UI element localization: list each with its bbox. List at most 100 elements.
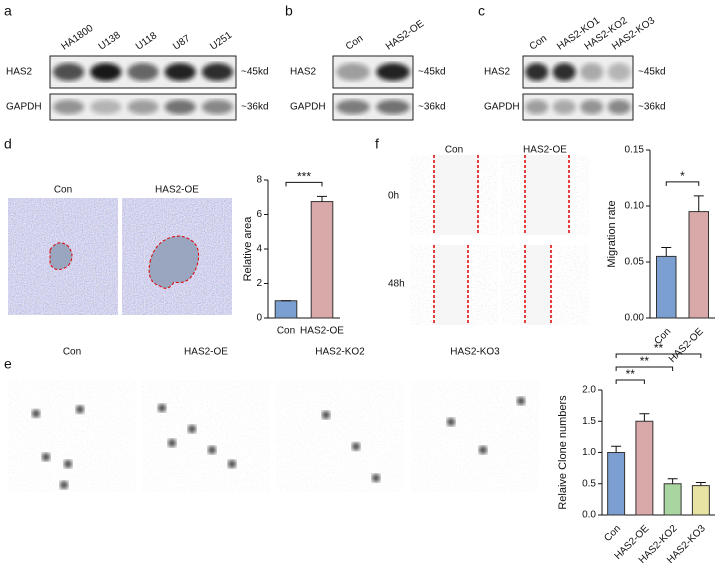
colony [64,460,72,468]
scratch [434,245,468,325]
panel-label: a [4,3,12,19]
micrograph [411,380,539,492]
y-tick-label: 0.15 [625,145,645,156]
wash [276,380,404,492]
colony [188,425,196,433]
y-tick-label: 0.05 [625,257,645,268]
error-bar [695,482,706,486]
lane-label: HA1800 [60,23,96,53]
colony [42,453,50,461]
wash [142,380,270,492]
band [52,63,85,81]
size-label: ~45kd [638,67,666,78]
band [336,63,370,81]
row-label: 48h [388,279,405,290]
image-caption: HAS2-KO3 [450,347,500,358]
y-tick-label: 0 [256,313,262,324]
band [607,63,631,81]
x-tick-label: Con [602,523,623,544]
image-caption: HAS2-OE [184,347,228,358]
micrograph [142,380,270,492]
row-label: GAPDH [6,102,42,113]
row-label: 0h [388,191,399,202]
panel-label: c [478,3,485,19]
size-label: ~36kd [638,102,666,113]
colony [372,474,380,482]
band [376,63,410,81]
significance: * [680,169,685,183]
significance-bracket [615,366,674,371]
bar [310,201,334,319]
row-label: GAPDH [484,102,520,113]
error-bar [667,478,678,484]
panel-label: d [4,136,12,152]
band [336,99,370,115]
y-tick-label: 2.0 [582,385,596,396]
image-caption: HAS2-KO2 [315,347,365,358]
outline [148,235,200,289]
micrograph [8,380,136,492]
image-caption: HAS2-OE [155,185,199,196]
x-tick-label: Con [277,326,295,337]
bar [691,485,710,516]
y-tick-label: 0.0 [582,510,596,521]
band [52,99,85,115]
size-label: ~36kd [418,102,446,113]
bar [663,483,682,516]
significance-bracket [615,379,645,384]
colony [158,404,166,412]
colony [322,411,330,419]
x-tick-label: HAS2-OE [300,326,344,337]
row-label: HAS2 [290,67,317,78]
band [127,99,159,115]
error-bar [639,413,650,422]
band [376,99,410,115]
bar [274,300,298,319]
size-label: ~36kd [241,102,269,113]
colony [76,405,84,414]
error-bar [611,445,622,453]
colony [479,446,487,454]
band [607,99,631,115]
bar [688,211,709,319]
micrograph [276,380,404,492]
y-tick-label: 1.5 [582,416,596,427]
lane-label: U87 [171,33,193,53]
scratch [525,245,551,325]
image-caption: HAS2-OE [523,145,567,156]
band [127,63,159,81]
band [525,63,549,81]
y-tick-label: 2 [256,278,262,289]
bar [656,255,677,319]
lane-label: HAS2-OE [384,18,427,52]
bar [635,420,654,516]
y-axis-label: Migration rate [606,200,618,267]
y-axis-label: Relative area [242,216,254,282]
colony [352,442,360,451]
lane-label: Con [528,33,549,53]
panel-label: f [375,136,379,152]
y-tick-label: 8 [256,175,262,186]
colony [208,446,216,454]
image-caption: Con [54,185,72,196]
significance: ** [626,367,636,381]
colony [228,460,236,468]
row-label: HAS2 [6,67,33,78]
size-label: ~45kd [418,67,446,78]
lane-label: U251 [208,30,234,53]
significance: *** [297,170,311,184]
y-tick-label: 0.10 [625,201,645,212]
colony [168,439,176,447]
error-bar [661,246,672,257]
y-tick-label: 6 [256,209,262,220]
scratch [525,155,569,235]
colony [60,481,68,489]
band [552,63,576,81]
band [90,63,122,81]
significance-bracket [615,353,702,358]
lane-label: U138 [97,30,123,53]
panel-label: e [4,356,12,372]
size-label: ~45kd [241,67,269,78]
band [164,63,196,81]
